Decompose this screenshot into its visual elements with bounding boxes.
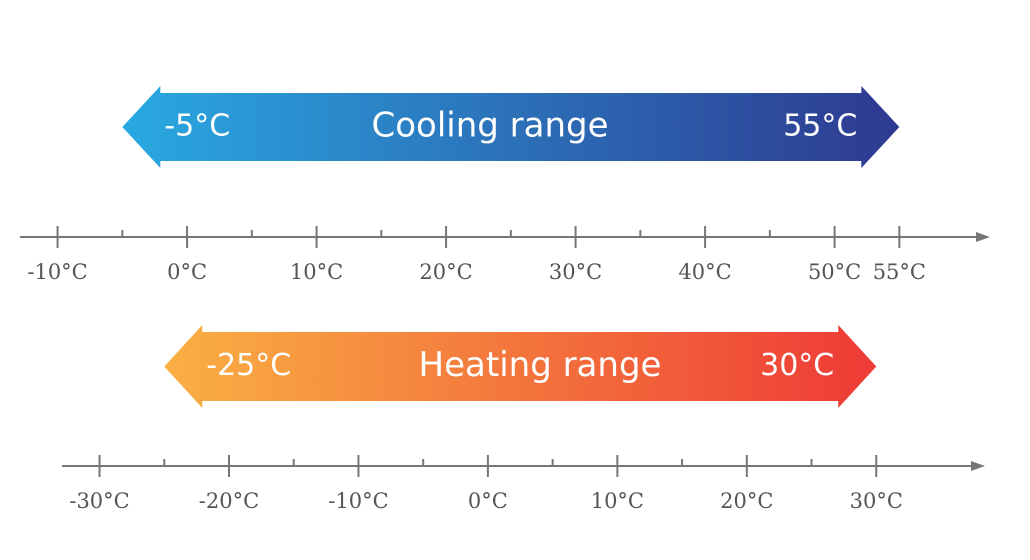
tick-label: -10°C (27, 260, 87, 284)
tick-label: 40°C (678, 260, 731, 284)
range-min-label: -5°C (164, 109, 230, 144)
tick-label: 10°C (591, 489, 644, 513)
range-label: Cooling range (371, 106, 608, 146)
range-label: Heating range (419, 345, 662, 385)
tick-label: 0°C (167, 260, 207, 284)
range-max-label: 55°C (783, 109, 857, 144)
range-max-label: 30°C (760, 348, 834, 383)
tick-label: 10°C (290, 260, 343, 284)
axis-arrowhead (976, 232, 990, 242)
tick-label: 0°C (468, 489, 508, 513)
tick-label: 55°C (873, 260, 926, 284)
tick-label: 50°C (808, 260, 861, 284)
tick-label: 30°C (549, 260, 602, 284)
tick-label: 30°C (850, 489, 903, 513)
tick-label: -10°C (328, 489, 388, 513)
range-min-label: -25°C (206, 348, 291, 383)
range-arrow (122, 86, 900, 168)
tick-label: -30°C (69, 489, 129, 513)
tick-label: -20°C (199, 489, 259, 513)
range-arrow (164, 325, 877, 408)
axis-arrowhead (971, 461, 985, 471)
tick-label: 20°C (419, 260, 472, 284)
tick-label: 20°C (720, 489, 773, 513)
